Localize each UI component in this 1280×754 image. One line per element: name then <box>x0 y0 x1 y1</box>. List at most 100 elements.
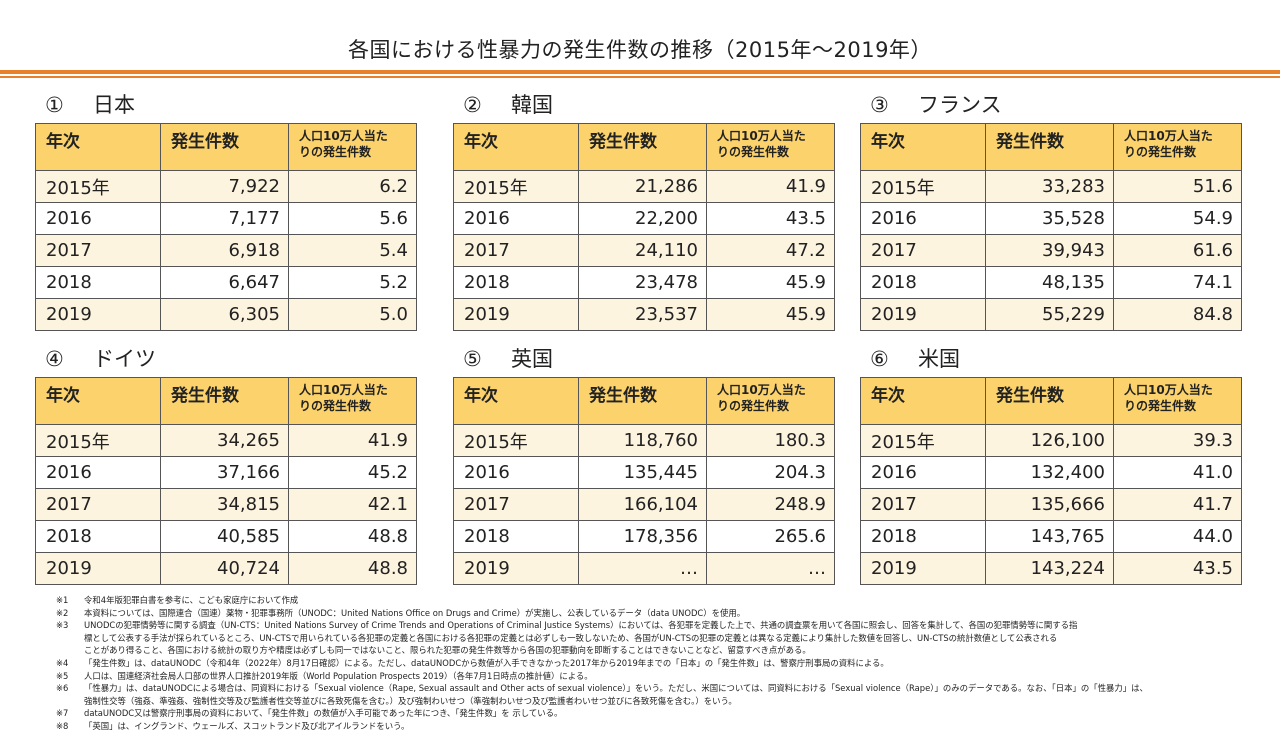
rate-cell: 41.7 <box>1113 488 1242 521</box>
panel-heading: ⑤ 英国 <box>453 345 834 373</box>
footnote-text: 「発生件数」は、dataUNODC（令和4年（2022年）8月17日確認）による… <box>84 657 889 668</box>
panel-heading: ② 韓国 <box>453 91 834 119</box>
count-cell: 22,200 <box>578 202 707 235</box>
header-count: 発生件数 <box>160 377 289 425</box>
year-cell: 2016 <box>35 202 161 235</box>
count-cell: 48,135 <box>985 266 1114 299</box>
header-rate-line2: りの発生件数 <box>1124 145 1197 159</box>
year-cell: 2016 <box>860 456 986 489</box>
count-cell: 135,666 <box>985 488 1114 521</box>
count-cell: 34,815 <box>160 488 289 521</box>
country-name: 米国 <box>918 347 960 371</box>
count-cell: 6,918 <box>160 234 289 267</box>
table-header-row: 年次 発生件数 人口10万人当た りの発生件数 <box>453 377 835 425</box>
rate-cell: 84.8 <box>1113 298 1242 331</box>
rate-cell: 47.2 <box>706 234 835 267</box>
year-cell: 2018 <box>860 266 986 299</box>
table-row: 2019 143,224 43.5 <box>860 552 1242 585</box>
rate-cell: 204.3 <box>706 456 835 489</box>
rate-cell: 265.6 <box>706 520 835 553</box>
table-row: 2018 23,478 45.9 <box>453 266 835 299</box>
year-cell: 2016 <box>35 456 161 489</box>
count-cell: 55,229 <box>985 298 1114 331</box>
count-cell: 6,305 <box>160 298 289 331</box>
footnote-mark: ※1 <box>56 595 69 605</box>
count-cell: 6,647 <box>160 266 289 299</box>
footnote-mark: ※7 <box>56 708 69 719</box>
year-cell: 2015年 <box>35 170 161 203</box>
footnote-text: 「性暴力」は、dataUNODCによる場合は、同資料における「Sexual vi… <box>84 683 1148 694</box>
stats-table: 年次 発生件数 人口10万人当た りの発生件数 2015年 118,760 180.3 201… <box>453 377 835 585</box>
table-row: 2015年 21,286 41.9 <box>453 170 835 203</box>
header-rate-line1: 人口10万人当た <box>717 383 806 397</box>
footnote-line: ※8 「英国」は、イングランド、ウェールズ、スコットランド及び北アイルランドをいう… <box>56 720 1262 733</box>
rate-cell: 45.2 <box>288 456 417 489</box>
table-row: 2016 135,445 204.3 <box>453 456 835 489</box>
table-row: 2016 22,200 43.5 <box>453 202 835 235</box>
table-row: 2018 48,135 74.1 <box>860 266 1242 299</box>
country-name: フランス <box>918 93 1002 117</box>
count-cell: 178,356 <box>578 520 707 553</box>
footnote-text: 令和4年版犯罪白書を参考に、こども家庭庁において作成 <box>84 595 299 605</box>
header-rate-line2: りの発生件数 <box>717 145 790 159</box>
count-cell: 135,445 <box>578 456 707 489</box>
header-year: 年次 <box>860 123 986 171</box>
header-rate: 人口10万人当た りの発生件数 <box>288 377 417 425</box>
table-row: 2019 40,724 48.8 <box>35 552 417 585</box>
count-cell: 7,922 <box>160 170 289 203</box>
rate-cell: 41.0 <box>1113 456 1242 489</box>
panel-number: ⑥ <box>870 347 889 371</box>
country-panel: ⑥ 米国 年次 発生件数 人口10万人当た りの発生件数 2015年 126,100 39.3 2… <box>860 345 1242 585</box>
footnote-line: ※7 dataUNODC又は警察庁刑事局の資料において、「発生件数」の数値が入手可… <box>56 707 1262 720</box>
count-cell: 132,400 <box>985 456 1114 489</box>
header-year: 年次 <box>453 123 579 171</box>
count-cell: 40,585 <box>160 520 289 553</box>
footnote-text: ことがあり得ること、各国における統計の取り方や精度は必ずしも同一ではないこと、限… <box>84 645 811 656</box>
table-header-row: 年次 発生件数 人口10万人当た りの発生件数 <box>35 377 417 425</box>
year-cell: 2019 <box>453 552 579 585</box>
header-year: 年次 <box>35 123 161 171</box>
panel-number: ② <box>463 93 482 117</box>
table-row: 2017 135,666 41.7 <box>860 488 1242 521</box>
rate-cell: 42.1 <box>288 488 417 521</box>
country-panel: ④ ドイツ 年次 発生件数 人口10万人当た りの発生件数 2015年 34,265 41.9 2… <box>35 345 417 585</box>
count-cell: 143,224 <box>985 552 1114 585</box>
header-rate: 人口10万人当た りの発生件数 <box>288 123 417 171</box>
table-row: 2017 6,918 5.4 <box>35 234 417 267</box>
count-cell: 166,104 <box>578 488 707 521</box>
table-row: 2018 178,356 265.6 <box>453 520 835 553</box>
count-cell: 34,265 <box>160 424 289 457</box>
header-rate-line2: りの発生件数 <box>1124 399 1197 413</box>
rate-cell: 45.9 <box>706 266 835 299</box>
header-count: 発生件数 <box>985 377 1114 425</box>
rate-cell: 41.9 <box>706 170 835 203</box>
year-cell: 2018 <box>453 520 579 553</box>
rate-cell: 5.4 <box>288 234 417 267</box>
header-rate: 人口10万人当た りの発生件数 <box>1113 377 1242 425</box>
year-cell: 2015年 <box>860 424 986 457</box>
panel-number: ⑤ <box>463 347 482 371</box>
year-cell: 2019 <box>453 298 579 331</box>
rate-cell: 61.6 <box>1113 234 1242 267</box>
panel-heading: ① 日本 <box>35 91 416 119</box>
count-cell: 23,478 <box>578 266 707 299</box>
year-cell: 2017 <box>453 488 579 521</box>
year-cell: 2015年 <box>453 170 579 203</box>
year-cell: 2018 <box>35 520 161 553</box>
year-cell: 2015年 <box>860 170 986 203</box>
header-count: 発生件数 <box>160 123 289 171</box>
table-row: 2018 143,765 44.0 <box>860 520 1242 553</box>
rate-cell: 51.6 <box>1113 170 1242 203</box>
page-title: 各国における性暴力の発生件数の推移（2015年～2019年） <box>348 38 932 62</box>
year-cell: 2019 <box>35 298 161 331</box>
rate-cell: 5.0 <box>288 298 417 331</box>
table-row: 2015年 33,283 51.6 <box>860 170 1242 203</box>
year-cell: 2017 <box>453 234 579 267</box>
footnote-mark: ※4 <box>56 657 69 668</box>
table-row: 2016 35,528 54.9 <box>860 202 1242 235</box>
year-cell: 2019 <box>860 552 986 585</box>
year-cell: 2018 <box>453 266 579 299</box>
year-cell: 2018 <box>35 266 161 299</box>
footnote-mark: ※8 <box>56 720 69 731</box>
rate-cell: 248.9 <box>706 488 835 521</box>
